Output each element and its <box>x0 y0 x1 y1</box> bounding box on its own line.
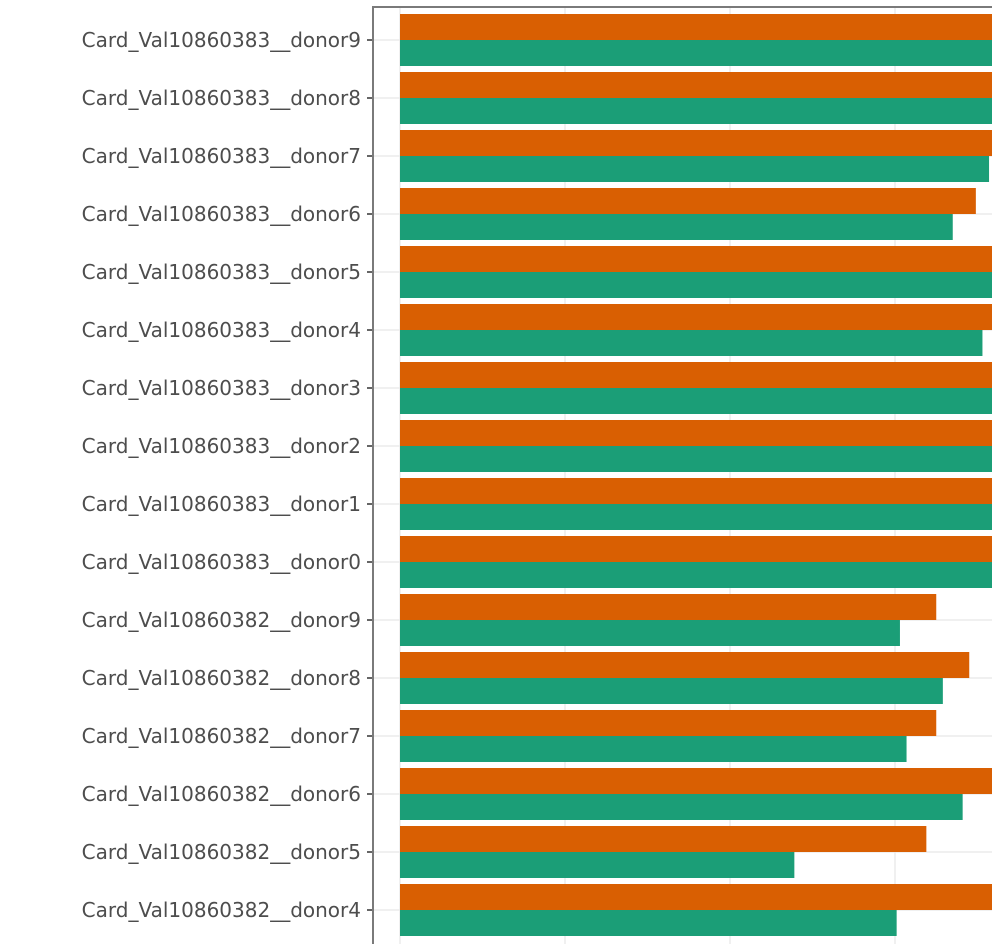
bar-series-2 <box>400 736 907 762</box>
y-tick-label: Card_Val10860383__donor9 <box>82 28 361 52</box>
bar-series-2 <box>400 794 963 820</box>
bar-series-1 <box>400 652 970 678</box>
y-tick-label: Card_Val10860383__donor4 <box>82 318 361 342</box>
y-tick-label: Card_Val10860383__donor1 <box>82 492 361 516</box>
bar-series-2 <box>400 156 990 182</box>
bar-series-2 <box>400 98 992 124</box>
bar-series-2 <box>400 330 983 356</box>
bar-series-2 <box>400 388 992 414</box>
bar-series-1 <box>400 246 992 272</box>
y-tick-label: Card_Val10860383__donor8 <box>82 86 361 110</box>
bar-series-2 <box>400 214 953 240</box>
bar-series-2 <box>400 272 992 298</box>
y-tick-label: Card_Val10860382__donor5 <box>82 840 361 864</box>
bar-series-1 <box>400 14 992 40</box>
bar-series-1 <box>400 188 976 214</box>
y-tick-label: Card_Val10860383__donor2 <box>82 434 361 458</box>
bar-series-2 <box>400 852 795 878</box>
bar-series-2 <box>400 504 992 530</box>
bar-series-1 <box>400 594 937 620</box>
bar-series-1 <box>400 826 927 852</box>
bar-series-1 <box>400 72 992 98</box>
y-tick-label: Card_Val10860382__donor9 <box>82 608 361 632</box>
y-tick-label: Card_Val10860382__donor6 <box>82 782 361 806</box>
bar-series-1 <box>400 768 992 794</box>
y-tick-label: Card_Val10860383__donor6 <box>82 202 361 226</box>
y-tick-label: Card_Val10860383__donor5 <box>82 260 361 284</box>
bar-series-2 <box>400 40 992 66</box>
bar-series-1 <box>400 362 992 388</box>
y-axis-labels: Card_Val10860383__donor9 Card_Val10860383… <box>82 28 361 922</box>
y-tick-label: Card_Val10860382__donor8 <box>82 666 361 690</box>
y-tick-label: Card_Val10860383__donor0 <box>82 550 361 574</box>
bar-series-1 <box>400 130 992 156</box>
bar-series-1 <box>400 710 937 736</box>
bar-series-2 <box>400 910 897 936</box>
bar-series-2 <box>400 620 900 646</box>
bars <box>400 14 992 936</box>
y-tick-label: Card_Val10860383__donor7 <box>82 144 361 168</box>
plot-panel-border <box>372 6 992 944</box>
bar-series-1 <box>400 884 992 910</box>
bar-series-2 <box>400 562 992 588</box>
y-tick-label: Card_Val10860382__donor7 <box>82 724 361 748</box>
bar-series-1 <box>400 420 992 446</box>
y-tick-label: Card_Val10860382__donor4 <box>82 898 361 922</box>
y-tick-label: Card_Val10860383__donor3 <box>82 376 361 400</box>
bar-series-2 <box>400 446 992 472</box>
bar-series-1 <box>400 478 992 504</box>
bar-series-1 <box>400 536 992 562</box>
bar-series-1 <box>400 304 992 330</box>
bar-series-2 <box>400 678 943 704</box>
